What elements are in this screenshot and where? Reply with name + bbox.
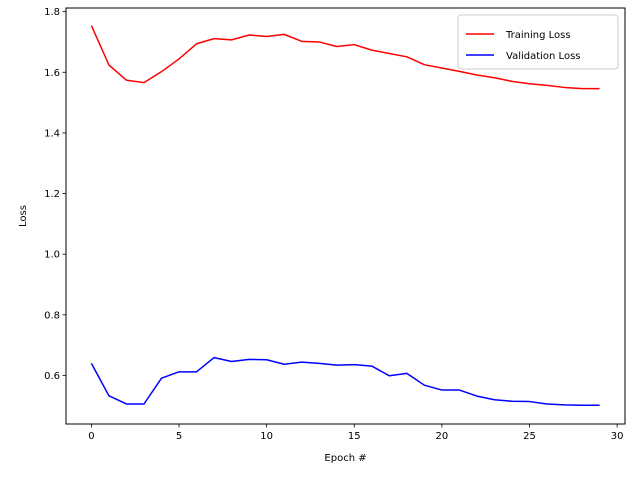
- series-line-validation-loss: [90, 356, 600, 406]
- x-tick-label: 5: [176, 431, 182, 442]
- x-tick-label: 15: [348, 431, 361, 442]
- y-tick-label: 1.6: [44, 68, 60, 79]
- x-tick-label: 10: [260, 431, 273, 442]
- x-tick-label: 0: [88, 431, 94, 442]
- x-axis-label: Epoch #: [324, 453, 366, 464]
- legend-label: Training Loss: [505, 30, 571, 41]
- x-tick-label: 20: [436, 431, 449, 442]
- plot-frame: [65, 7, 626, 425]
- legend-label: Validation Loss: [506, 51, 581, 62]
- plot-lines: [90, 25, 600, 406]
- y-tick-label: 1.0: [44, 250, 60, 261]
- y-tick-label: 1.2: [44, 189, 60, 200]
- y-tick-label: 0.6: [44, 371, 60, 382]
- y-axis-label: Loss: [18, 205, 29, 227]
- y-tick-label: 1.4: [44, 128, 60, 139]
- x-tick-label: 25: [523, 431, 536, 442]
- y-axis-ticks: 0.6 0.8 1.0 1.2 1.4 1.6 1.8: [44, 7, 66, 382]
- legend: Training Loss Validation Loss: [457, 14, 619, 70]
- x-tick-label: 30: [611, 431, 624, 442]
- y-tick-label: 1.8: [44, 7, 60, 18]
- series-line-training-loss: [90, 25, 600, 90]
- y-tick-label: 0.8: [44, 310, 60, 321]
- x-axis-ticks: 0 5 10 15 20 25 30: [88, 424, 623, 442]
- legend-box: [457, 14, 619, 70]
